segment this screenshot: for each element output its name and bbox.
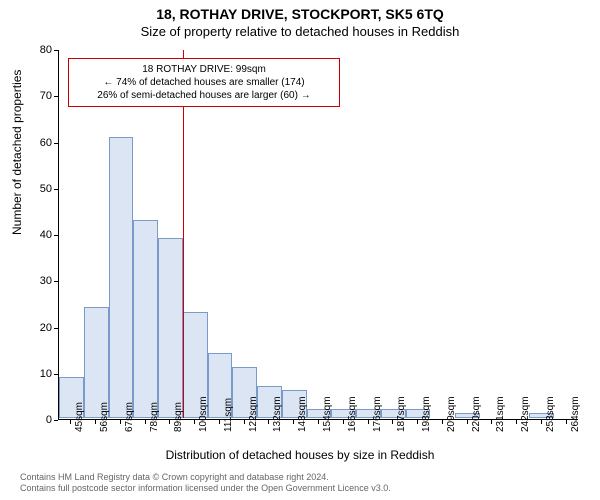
histogram-bar xyxy=(158,238,183,418)
footer-line-1: Contains HM Land Registry data © Crown c… xyxy=(20,472,391,483)
footer-line-2: Contains full postcode sector informatio… xyxy=(20,483,391,494)
x-tick-label: 264sqm xyxy=(570,396,581,432)
x-tick-label: 198sqm xyxy=(421,396,432,432)
x-tick-label: 132sqm xyxy=(272,396,283,432)
chart-container: 18, ROTHAY DRIVE, STOCKPORT, SK5 6TQ Siz… xyxy=(0,0,600,500)
x-tick-label: 78sqm xyxy=(149,402,160,432)
chart-subtitle: Size of property relative to detached ho… xyxy=(0,22,600,39)
x-tick-label: 111sqm xyxy=(223,398,234,432)
x-tick-label: 242sqm xyxy=(520,396,531,432)
y-axis-title: Number of detached properties xyxy=(10,70,24,235)
chart-title: 18, ROTHAY DRIVE, STOCKPORT, SK5 6TQ xyxy=(0,0,600,22)
y-tick-label: 20 xyxy=(24,322,52,334)
histogram-bar xyxy=(109,137,134,418)
x-tick-label: 67sqm xyxy=(124,402,135,432)
x-tick-label: 209sqm xyxy=(446,396,457,432)
y-tick-label: 70 xyxy=(24,90,52,102)
x-tick-label: 187sqm xyxy=(396,396,407,432)
y-tick-label: 10 xyxy=(24,368,52,380)
y-tick-label: 40 xyxy=(24,229,52,241)
x-tick-label: 176sqm xyxy=(372,396,383,432)
annotation-line: 26% of semi-detached houses are larger (… xyxy=(75,89,333,102)
x-tick-label: 154sqm xyxy=(322,396,333,432)
x-tick-label: 253sqm xyxy=(545,396,556,432)
y-tick-label: 50 xyxy=(24,183,52,195)
annotation-line: ← 74% of detached houses are smaller (17… xyxy=(75,76,333,89)
y-tick-label: 0 xyxy=(24,414,52,426)
x-tick-label: 143sqm xyxy=(297,396,308,432)
x-tick-label: 89sqm xyxy=(173,402,184,432)
y-tick-label: 80 xyxy=(24,44,52,56)
x-axis-title: Distribution of detached houses by size … xyxy=(0,448,600,462)
x-tick-label: 165sqm xyxy=(347,396,358,432)
footer-attribution: Contains HM Land Registry data © Crown c… xyxy=(20,472,391,494)
x-tick-label: 231sqm xyxy=(495,396,506,432)
y-tick-label: 60 xyxy=(24,137,52,149)
x-tick-label: 56sqm xyxy=(99,402,110,432)
y-tick-label: 30 xyxy=(24,275,52,287)
x-tick-label: 220sqm xyxy=(471,396,482,432)
annotation-line: 18 ROTHAY DRIVE: 99sqm xyxy=(75,63,333,76)
x-tick-label: 100sqm xyxy=(198,396,209,432)
x-tick-label: 122sqm xyxy=(248,396,259,432)
x-tick-label: 45sqm xyxy=(74,402,85,432)
histogram-bar xyxy=(133,220,158,418)
annotation-box: 18 ROTHAY DRIVE: 99sqm← 74% of detached … xyxy=(68,58,340,107)
